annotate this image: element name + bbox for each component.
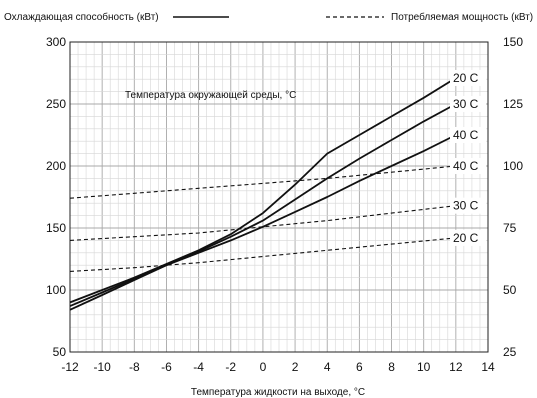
x-tick-label: -4 xyxy=(193,360,204,374)
x-tick-label: 0 xyxy=(260,360,267,374)
y-left-tick-label: 150 xyxy=(46,221,66,235)
series-label-power-4: 30 C xyxy=(453,199,479,213)
series-line-cooling-1 xyxy=(69,103,457,307)
legend-label-power: Потребляемая мощность (кВт) xyxy=(391,11,533,23)
x-axis-title: Температура жидкости на выходе, °C xyxy=(191,387,365,398)
y-right-tick-label: 50 xyxy=(503,283,517,297)
tick-labels: -12 -10 -8 -6 -4 -2 0 2 4 6 8 10 12 14 50 100 150 200 250 3… xyxy=(46,35,523,374)
y-left-tick-label: 250 xyxy=(46,97,66,111)
y-left-tick-label: 50 xyxy=(53,345,67,359)
legend-label-cooling: Охлаждающая способность (кВт) xyxy=(4,11,159,23)
x-tick-label: -8 xyxy=(129,360,140,374)
y-right-tick-label: 100 xyxy=(503,159,523,173)
series-label-power-3: 40 C xyxy=(453,159,479,173)
plot-frame xyxy=(69,41,489,353)
series-line-cooling-2 xyxy=(69,134,457,311)
series-label-background xyxy=(450,158,486,174)
x-tick-label: 4 xyxy=(324,360,331,374)
x-tick-label: 2 xyxy=(292,360,299,374)
y-right-tick-label: 75 xyxy=(503,221,517,235)
y-right-tick-label: 150 xyxy=(503,35,523,49)
series-label-power-5: 20 C xyxy=(453,231,479,245)
x-tick-label: -12 xyxy=(61,360,79,374)
series-line-cooling-0 xyxy=(69,77,457,304)
y-left-tick-label: 200 xyxy=(46,159,66,173)
series-label-background xyxy=(450,96,486,112)
grid xyxy=(69,41,489,353)
series-label-background xyxy=(450,127,486,143)
series-label-cooling-2: 40 C xyxy=(453,128,479,142)
series-label-cooling-0: 20 C xyxy=(453,71,479,85)
series-line-power-3 xyxy=(69,165,456,199)
series-label-background xyxy=(450,69,486,86)
series-labels: 20 C 30 C 40 C 40 C 30 C 20 C xyxy=(450,69,486,246)
x-tick-label: 10 xyxy=(417,360,431,374)
x-tick-label: 8 xyxy=(388,360,395,374)
ambient-temperature-annotation: Температура окружающей среды, °C xyxy=(125,90,296,101)
x-tick-label: -10 xyxy=(93,360,111,374)
y-left-tick-label: 100 xyxy=(46,283,66,297)
y-right-tick-label: 25 xyxy=(503,345,517,359)
series-line-power-4 xyxy=(69,205,456,241)
series-layer xyxy=(69,77,457,311)
x-tick-label: 6 xyxy=(356,360,363,374)
series-line-power-5 xyxy=(69,237,456,272)
x-tick-label: -6 xyxy=(161,360,172,374)
x-tick-label: 14 xyxy=(481,360,495,374)
y-left-tick-label: 300 xyxy=(46,35,66,49)
y-right-tick-label: 125 xyxy=(503,97,523,111)
x-tick-label: 12 xyxy=(449,360,463,374)
series-label-background xyxy=(450,197,486,214)
series-label-cooling-1: 30 C xyxy=(453,97,479,111)
x-tick-label: -2 xyxy=(225,360,236,374)
series-label-background xyxy=(450,229,486,246)
